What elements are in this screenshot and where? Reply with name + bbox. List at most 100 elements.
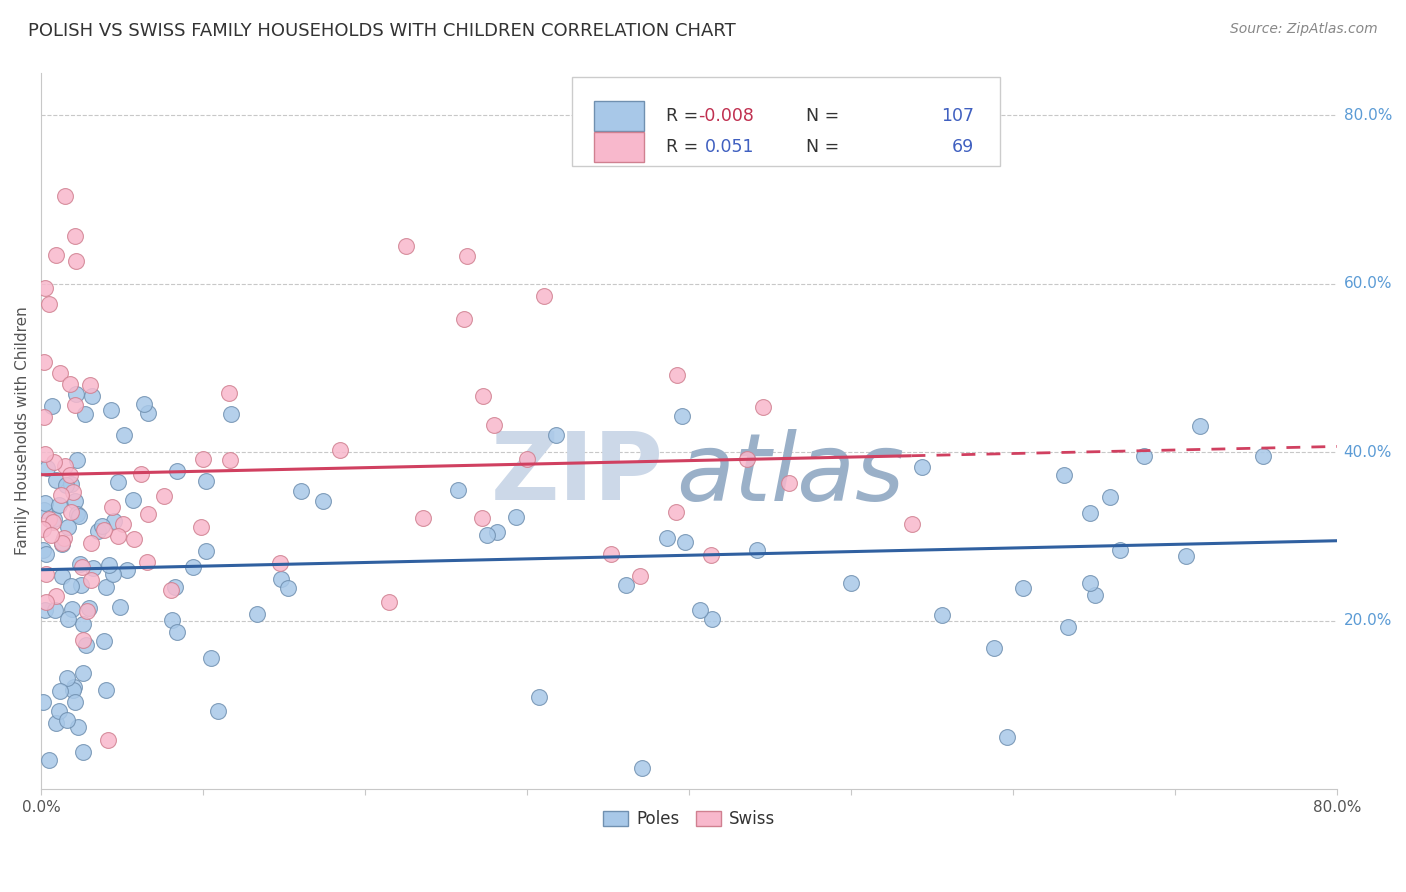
Point: [599, 548, 621, 562]
Point: [983, 640, 1005, 655]
Point: [90, 519, 112, 533]
Point: [48, 704, 70, 718]
Point: [486, 524, 509, 539]
Point: [51, 537, 73, 551]
Point: [53, 458, 76, 473]
Point: [136, 555, 159, 569]
Point: [48, 499, 70, 513]
Point: [136, 406, 159, 420]
Point: [471, 510, 494, 524]
Point: [665, 505, 688, 519]
Point: [55, 478, 77, 492]
Point: [207, 704, 229, 718]
Point: [59, 468, 82, 483]
Point: [42, 455, 65, 469]
Point: [735, 452, 758, 467]
Point: [995, 731, 1018, 745]
Point: [1012, 581, 1035, 595]
Point: [1056, 620, 1078, 634]
Point: [529, 690, 551, 705]
Point: [533, 289, 555, 303]
Point: [1189, 419, 1212, 434]
Point: [412, 510, 434, 524]
Point: [112, 516, 135, 531]
Point: [93, 523, 115, 537]
Point: [134, 397, 156, 411]
Point: [108, 599, 131, 614]
Point: [700, 548, 723, 562]
Point: [107, 529, 129, 543]
Point: [59, 376, 82, 391]
Point: [219, 407, 242, 421]
Point: [53, 531, 76, 545]
Text: 107: 107: [941, 107, 974, 125]
Point: [103, 514, 125, 528]
Point: [93, 633, 115, 648]
Point: [1078, 575, 1101, 590]
Point: [484, 418, 506, 433]
Point: [655, 531, 678, 545]
Point: [45, 248, 67, 262]
Point: [35, 567, 58, 582]
Point: [73, 407, 96, 421]
Point: [60, 579, 83, 593]
Point: [60, 505, 83, 519]
Point: [1108, 543, 1130, 558]
Point: [80, 573, 103, 587]
Point: [671, 409, 693, 424]
Point: [745, 542, 768, 557]
Point: [44, 603, 66, 617]
Text: 60.0%: 60.0%: [1344, 277, 1392, 291]
Text: ZIP: ZIP: [491, 428, 664, 520]
Point: [34, 603, 56, 617]
Point: [190, 519, 212, 533]
Point: [152, 489, 174, 503]
Point: [200, 651, 222, 665]
Point: [107, 475, 129, 490]
Point: [97, 558, 120, 573]
FancyBboxPatch shape: [572, 77, 1000, 166]
Text: R =: R =: [666, 137, 697, 156]
Point: [72, 665, 94, 680]
Point: [87, 524, 110, 538]
Point: [277, 581, 299, 595]
Point: [76, 604, 98, 618]
Point: [80, 535, 103, 549]
Point: [614, 578, 637, 592]
Point: [290, 484, 312, 499]
Point: [56, 713, 79, 727]
Point: [66, 719, 89, 733]
Point: [378, 594, 401, 608]
Point: [45, 473, 67, 487]
Point: [32, 409, 55, 424]
Point: [194, 543, 217, 558]
Point: [49, 488, 72, 502]
Point: [72, 632, 94, 647]
Point: [31, 694, 53, 708]
Text: -0.008: -0.008: [697, 107, 754, 125]
Point: [45, 590, 67, 604]
Point: [65, 253, 87, 268]
Point: [472, 388, 495, 402]
Point: [53, 188, 76, 202]
Point: [82, 561, 104, 575]
Point: [160, 582, 183, 597]
Point: [544, 427, 567, 442]
Text: Source: ZipAtlas.com: Source: ZipAtlas.com: [1230, 22, 1378, 37]
Text: 0.051: 0.051: [704, 137, 754, 156]
Point: [51, 536, 73, 550]
Point: [72, 745, 94, 759]
Point: [65, 494, 87, 508]
Point: [453, 312, 475, 326]
Point: [39, 528, 62, 542]
Point: [270, 572, 292, 586]
Text: atlas: atlas: [676, 428, 904, 519]
Point: [1084, 588, 1107, 602]
Point: [136, 507, 159, 521]
Point: [38, 511, 60, 525]
Point: [65, 387, 87, 401]
Point: [1052, 467, 1074, 482]
Point: [839, 576, 862, 591]
Point: [665, 368, 688, 383]
Point: [56, 671, 79, 685]
